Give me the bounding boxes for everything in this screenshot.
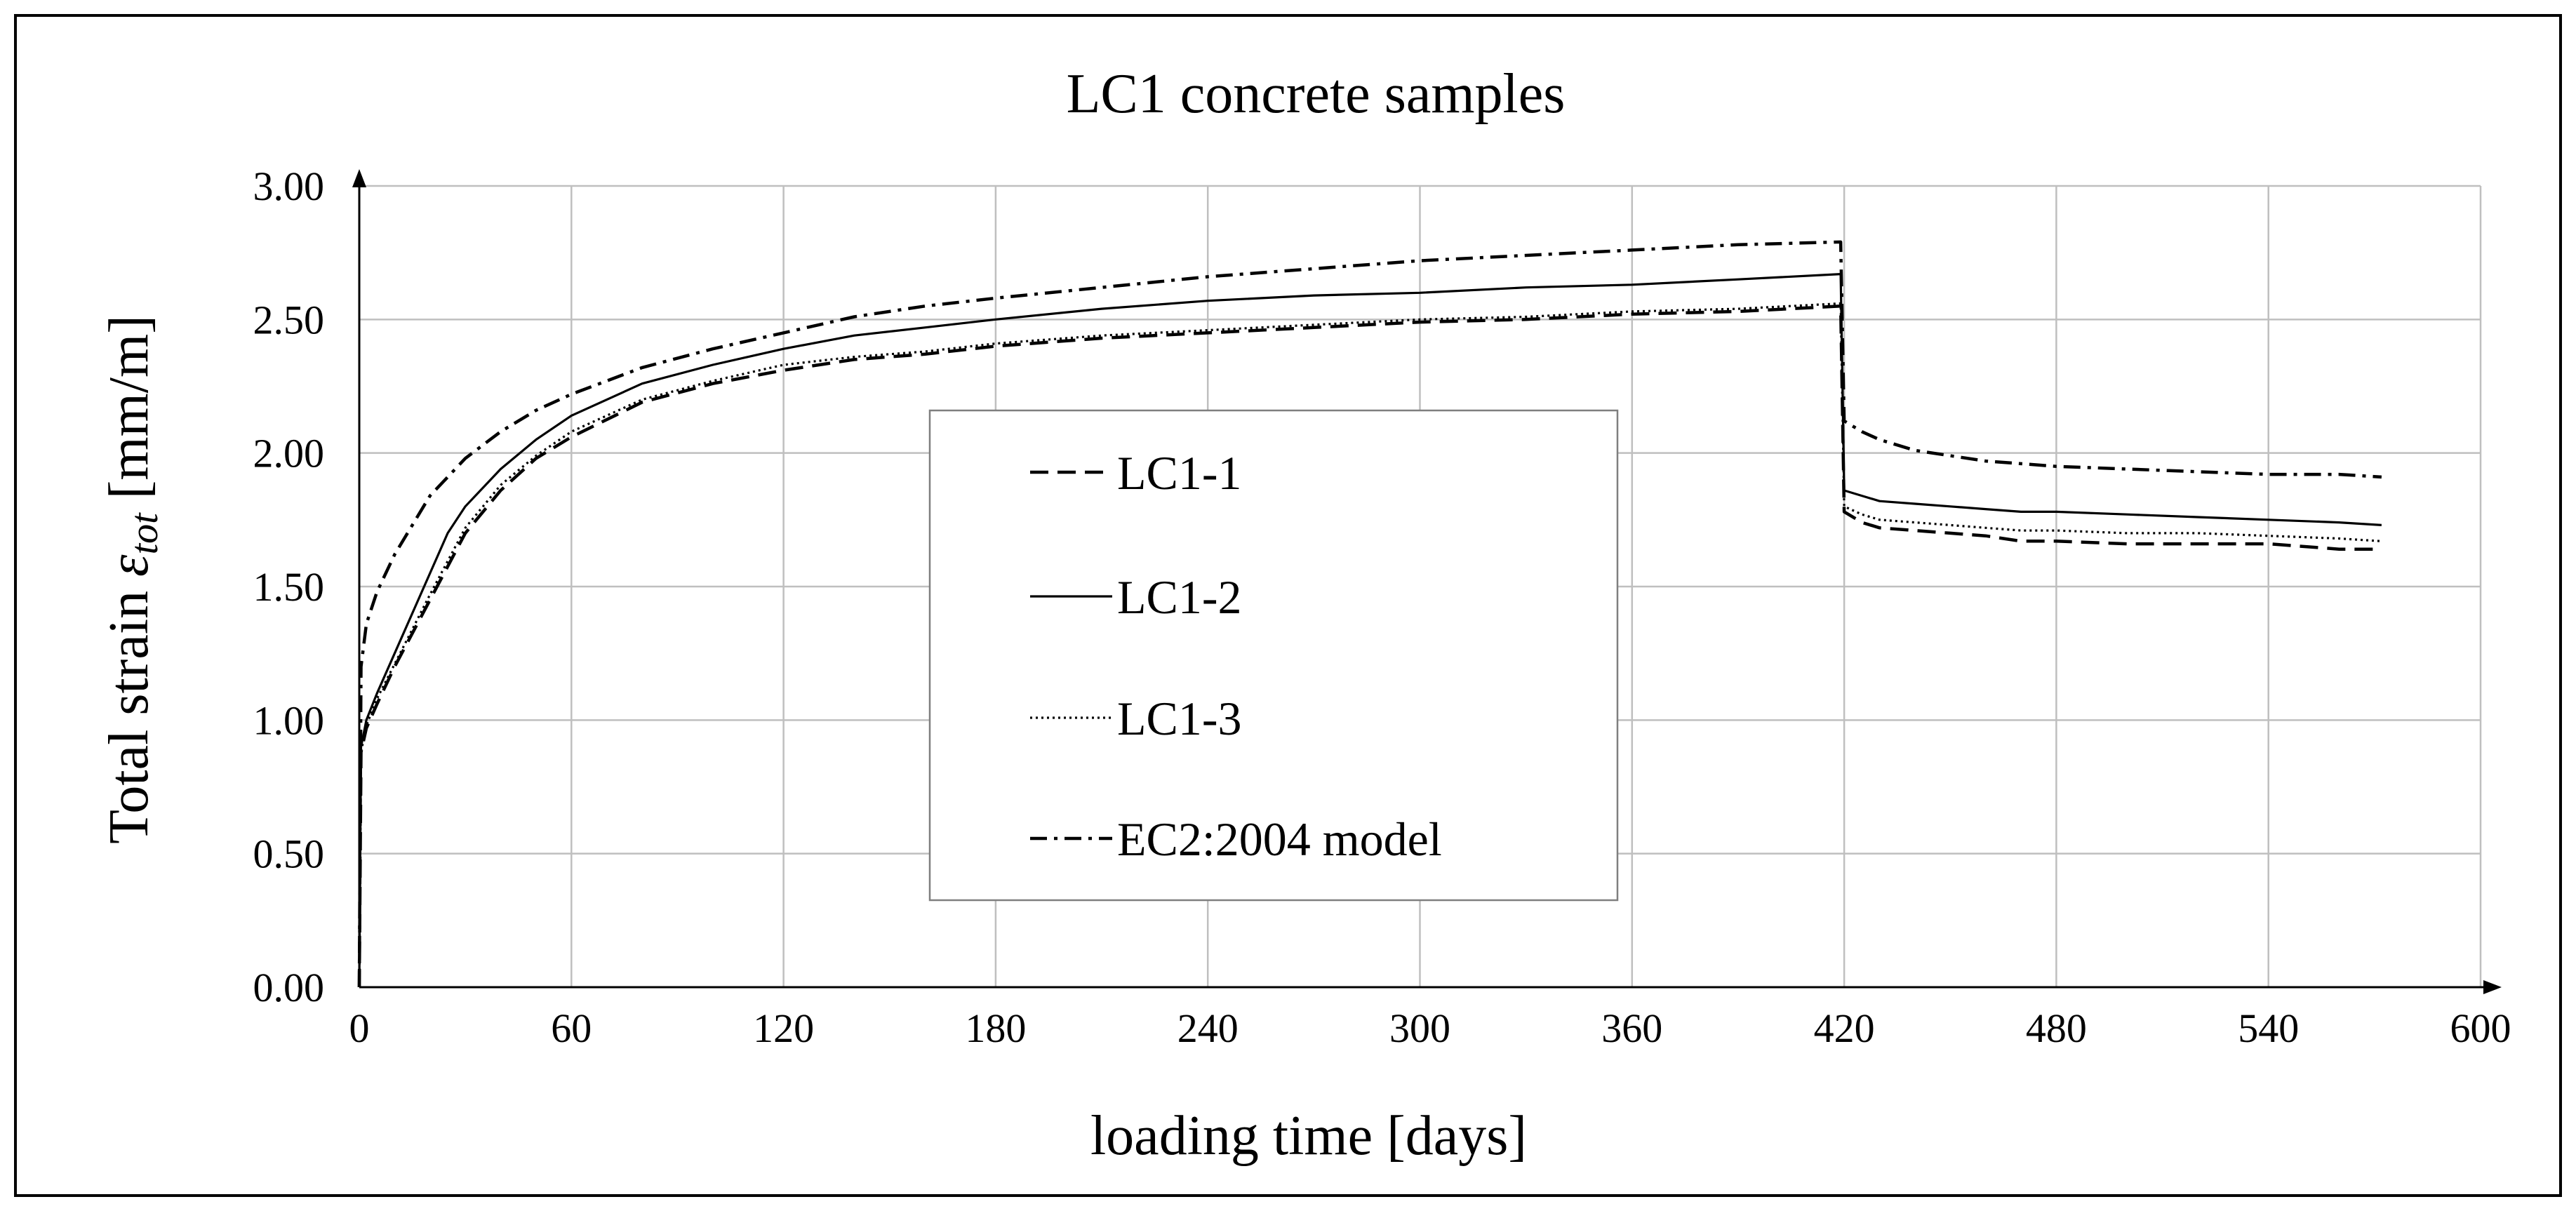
x-tick-label: 600: [2450, 1005, 2511, 1051]
y-axis-label-suffix: [mm/m]: [98, 315, 160, 513]
chart-title: LC1 concrete samples: [1067, 63, 1566, 125]
grid: [359, 185, 2482, 987]
y-axis-label-subscript: tot: [123, 512, 166, 555]
y-axis-arrowhead: [352, 169, 366, 187]
y-axis-label-symbol: ε: [98, 554, 160, 577]
y-axis-label-prefix: Total strain: [98, 577, 160, 844]
series-line-lc1-1: [357, 305, 2382, 988]
x-axis-label: loading time [days]: [1090, 1105, 1527, 1167]
legend-label: LC1-2: [1117, 570, 1242, 624]
y-tick-label: 0.00: [253, 965, 325, 1010]
series-line-lc1-3: [358, 302, 2382, 988]
legend-label: LC1-1: [1117, 446, 1242, 500]
y-tick-label: 1.00: [253, 697, 325, 743]
legend-label: EC2:2004 model: [1117, 812, 1442, 866]
series-line-ec2-2004-model: [357, 240, 2382, 988]
x-tick-label: 540: [2238, 1005, 2299, 1051]
y-tick-label: 2.50: [253, 297, 325, 342]
y-tick-label: 0.50: [253, 831, 325, 877]
x-tick-label: 240: [1177, 1005, 1239, 1051]
x-tick-label: 300: [1389, 1005, 1450, 1051]
x-tick-label: 420: [1814, 1005, 1875, 1051]
legend: LC1-1 LC1-2 LC1-3 EC2:2004 model: [928, 409, 1619, 902]
y-tick-label: 1.50: [253, 564, 325, 610]
legend-box: [928, 409, 1619, 902]
series-lines: [357, 240, 2382, 988]
x-tick-labels: 0 60 120 180 240 300 360 420 480 540 600: [349, 1005, 2511, 1051]
x-axis-arrowhead: [2483, 980, 2502, 994]
x-tick-label: 120: [753, 1005, 814, 1051]
y-tick-label: 2.00: [253, 431, 325, 476]
x-tick-label: 480: [2026, 1005, 2087, 1051]
legend-label: LC1-3: [1117, 692, 1242, 745]
x-tick-label: 180: [965, 1005, 1026, 1051]
y-tick-label: 3.00: [253, 163, 325, 209]
x-tick-label: 0: [349, 1005, 370, 1051]
y-axis-label: Total strain εtot [mm/m]: [98, 315, 166, 844]
x-tick-label: 60: [551, 1005, 592, 1051]
y-tick-labels: 0.00 0.50 1.00 1.50 2.00 2.50 3.00: [253, 163, 325, 1010]
x-tick-label: 360: [1601, 1005, 1662, 1051]
series-line-lc1-2: [358, 273, 2382, 988]
